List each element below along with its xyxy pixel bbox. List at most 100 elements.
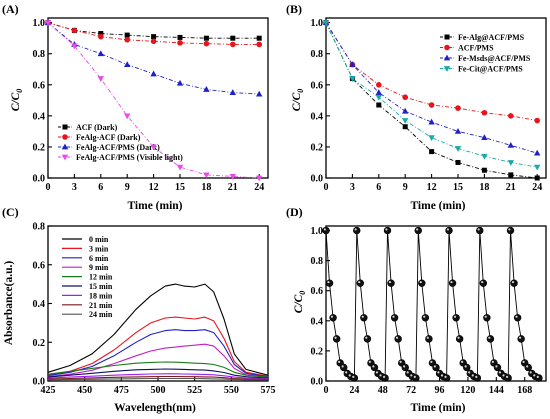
panel-d-point-21 bbox=[394, 335, 402, 343]
panel-a-xtick-label-5: 15 bbox=[175, 182, 185, 193]
panel-d-point-57 bbox=[517, 335, 525, 343]
panel-b-xtick-label-5: 15 bbox=[453, 182, 463, 193]
panel-d-point-50 bbox=[493, 363, 502, 372]
panel-a-xtick-label-6: 18 bbox=[201, 182, 211, 193]
panel-d-point-56-shine bbox=[515, 315, 518, 318]
panel-b-xtick-label-4: 12 bbox=[427, 182, 437, 193]
panel-b-series-0-line bbox=[325, 22, 538, 179]
panel-b-series-3-point-1 bbox=[349, 76, 356, 82]
panel-c-chart: 425 450 475 500 525 550 575 0.0 0.2 0.4 0.6 0.8 0 mi… bbox=[33, 222, 276, 397]
panel-b-series-2-point-7 bbox=[507, 141, 514, 148]
panel-a-series-2-point-7 bbox=[229, 89, 236, 95]
panel-d-point-12-shine bbox=[365, 336, 368, 339]
panel-c-ylabel: Absorbance(a.u.) bbox=[3, 261, 15, 346]
panel-d-point-3 bbox=[332, 335, 341, 343]
panel-d-point-29-shine bbox=[423, 315, 426, 318]
panel-d-xtick-label-4: 96 bbox=[435, 385, 445, 396]
panel-a-xlabel: Time (min) bbox=[127, 200, 182, 212]
panel-d-point-56 bbox=[513, 314, 522, 322]
panel-b-series-0-point-5 bbox=[455, 159, 461, 165]
panel-b-series-2-point-8 bbox=[534, 149, 541, 156]
panel-b-xlabel: Time (min) bbox=[410, 200, 465, 212]
panel-a-series-3-point-1 bbox=[71, 43, 78, 50]
panel-b-chart: 0 3 6 9 12 15 18 21 24 0.0 0.2 0.4 0.6 0.8 1.0 Fe-Alg@A… bbox=[311, 17, 547, 193]
panel-d-point-5-shine bbox=[341, 365, 344, 368]
panel-d-point-46 bbox=[479, 279, 488, 287]
panel-c-xlabel: Wavelength(nm) bbox=[114, 402, 196, 414]
panel-d-point-52-shine bbox=[502, 374, 505, 377]
panel-d-point-20-shine bbox=[392, 315, 395, 318]
panel-b-ylabel-sub: 0 bbox=[296, 89, 305, 93]
panel-c-ytick-label-4: 0.8 bbox=[33, 222, 46, 233]
panel-d-point-62 bbox=[535, 374, 543, 382]
panel-d-point-4-shine bbox=[337, 360, 341, 363]
panel-d-xtick-label-2: 48 bbox=[378, 385, 388, 396]
panel-d-point-18 bbox=[383, 226, 392, 235]
panel-d-point-30-shine bbox=[426, 336, 429, 339]
panel-d-point-3-shine bbox=[334, 336, 337, 339]
panel-b-series-1-line bbox=[325, 22, 538, 121]
panel-b-xtick-label-2: 6 bbox=[376, 182, 381, 193]
panel-b-xtick-label-0: 0 bbox=[324, 182, 329, 193]
panel-d-point-8-shine bbox=[352, 375, 355, 378]
panel-a-series-0-line bbox=[47, 22, 260, 39]
panel-d-point-62-shine bbox=[536, 375, 539, 378]
panel-d-ytick-label-4: 0.8 bbox=[311, 256, 324, 267]
panel-c-legend-label-3: 9 min bbox=[89, 263, 109, 272]
panel-a-xtick-label-2: 6 bbox=[98, 182, 103, 193]
panel-d-ylabel: C/C0 bbox=[293, 291, 307, 314]
panel-b-legend-label-1: ACF/PMS bbox=[458, 44, 494, 53]
panel-a-xtick-label-1: 3 bbox=[72, 182, 77, 193]
panel-d-point-27-shine bbox=[416, 228, 419, 231]
panel-a-series-3-point-0 bbox=[44, 20, 52, 27]
panel-b-series-1-point-2 bbox=[376, 81, 382, 88]
panel-c-series-6-line bbox=[47, 373, 269, 380]
panel-c-ytick-label-3: 0.6 bbox=[33, 260, 46, 271]
panel-d-point-45-shine bbox=[477, 228, 480, 231]
panel-d-point-22-shine bbox=[399, 360, 402, 363]
panel-d-point-55-shine bbox=[511, 280, 515, 284]
panel-a-series-1-point-1 bbox=[71, 27, 78, 34]
panel-d-point-35 bbox=[442, 374, 451, 382]
panel-d-point-9 bbox=[353, 226, 361, 235]
panel-a-series-1-point-6 bbox=[203, 40, 210, 47]
panel-a-ytick-label-0: 0.0 bbox=[33, 174, 46, 185]
panel-a-series-0-point-2 bbox=[98, 31, 104, 37]
panel-d-point-14-shine bbox=[372, 365, 375, 368]
panel-a-xtick-label-4: 12 bbox=[149, 182, 159, 193]
panel-d-point-49-shine bbox=[491, 360, 494, 363]
panel-d-point-0 bbox=[322, 226, 330, 235]
panel-a-legend-marker-3 bbox=[61, 154, 69, 161]
panel-d-point-39 bbox=[455, 335, 464, 343]
panel-d-point-45 bbox=[476, 226, 484, 235]
panel-d-point-61-shine bbox=[533, 374, 536, 377]
panel-d-xtick-label-7: 168 bbox=[517, 385, 532, 396]
panel-a-series-0-point-4 bbox=[151, 34, 157, 40]
panel-a-ylabel-main: C/C bbox=[10, 92, 22, 111]
panel-a-series-3-point-2 bbox=[97, 76, 104, 82]
panel-a-legend-label-2: FeAlg-ACF/PMS (Dark) bbox=[76, 143, 160, 152]
panel-b-xtick-label-7: 21 bbox=[506, 182, 516, 193]
panel-d-point-1-shine bbox=[327, 280, 330, 284]
panel-b-series-1-point-6 bbox=[481, 109, 488, 116]
panel-c-ytick-label-0: 0.0 bbox=[33, 377, 46, 388]
panel-b-series-1-point-7 bbox=[508, 113, 514, 119]
panel-d-point-35-shine bbox=[444, 375, 447, 378]
panel-c-series-8-line bbox=[47, 377, 269, 381]
panel-c-series-0-line bbox=[47, 283, 269, 376]
panel-d-point-19 bbox=[387, 279, 395, 287]
panel-d-point-36 bbox=[445, 226, 453, 235]
panel-b-legend-label-2: Fe-Msds@ACF/PMS bbox=[458, 54, 531, 63]
panel-d-xtick-label-5: 120 bbox=[460, 385, 475, 396]
panel-a-legend-marker-1 bbox=[62, 134, 68, 140]
panel-b-series-0-point-6 bbox=[481, 167, 487, 173]
panel-d-point-58-shine bbox=[522, 360, 525, 363]
panel-d-point-53-shine bbox=[505, 375, 509, 378]
panel-d-point-60-shine bbox=[529, 371, 532, 374]
panel-d-point-7-shine bbox=[348, 374, 351, 377]
panel-c-legend-label-6: 18 min bbox=[89, 291, 113, 300]
panel-d-point-37 bbox=[448, 279, 457, 287]
panel-d-point-15-shine bbox=[375, 371, 379, 374]
panel-b-legend-marker-2 bbox=[443, 54, 451, 61]
panel-d-xtick-label-1: 24 bbox=[349, 385, 359, 396]
